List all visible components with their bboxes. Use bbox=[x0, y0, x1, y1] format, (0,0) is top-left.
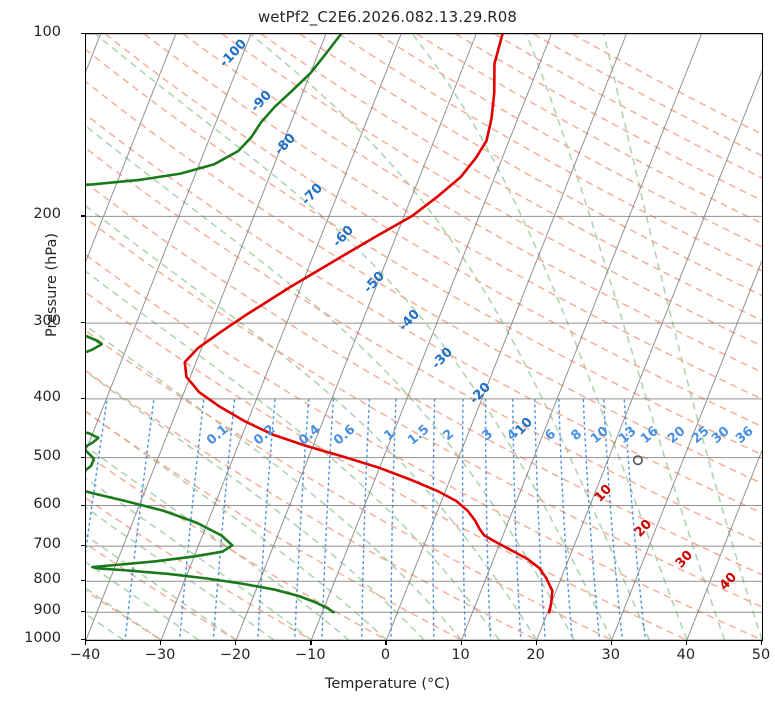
dewpoint-curve bbox=[86, 34, 343, 614]
x-tick-label: −30 bbox=[144, 647, 176, 663]
x-tick-mark bbox=[85, 641, 87, 645]
y-tick-label: 800 bbox=[33, 571, 61, 588]
x-tick-label: 0 bbox=[380, 647, 391, 663]
y-tick-mark bbox=[81, 545, 85, 547]
x-tick-mark bbox=[160, 641, 162, 645]
y-tick-mark bbox=[81, 215, 85, 217]
skewt-plot-svg: -100-90-80-70-60-50-40-30-20-10102030400… bbox=[86, 34, 762, 640]
x-axis-label: Temperature (°C) bbox=[324, 676, 451, 692]
mixing-ratio-label: 3 bbox=[479, 427, 496, 444]
y-tick-label: 900 bbox=[33, 602, 61, 619]
isotherm-label: -60 bbox=[330, 223, 357, 250]
x-tick-label: 10 bbox=[451, 647, 470, 663]
mixing-ratio-label: 1 bbox=[381, 427, 398, 444]
mixing-ratio-label: 36 bbox=[733, 424, 757, 447]
y-tick-label: 300 bbox=[33, 313, 61, 330]
y-tick-mark bbox=[81, 580, 85, 582]
isotherm-label: 10 bbox=[592, 482, 615, 505]
parcel-markers bbox=[632, 455, 643, 466]
isotherm-label: -40 bbox=[396, 307, 423, 334]
mixing-ratio-label: 20 bbox=[665, 424, 689, 447]
x-tick-mark bbox=[685, 641, 688, 645]
y-tick-label: 1000 bbox=[24, 630, 61, 646]
isotherm-label: -100 bbox=[217, 37, 250, 71]
isotherm-label: -50 bbox=[361, 269, 388, 296]
x-tick-label: −10 bbox=[295, 647, 326, 663]
isotherm-label: -70 bbox=[299, 181, 326, 208]
y-tick-mark bbox=[81, 504, 85, 506]
y-tick-mark bbox=[81, 639, 85, 641]
mixing-ratio-label: 16 bbox=[638, 424, 662, 447]
moist-adiabat-lines bbox=[86, 34, 762, 640]
x-tick-label: −20 bbox=[219, 647, 251, 663]
mixing-ratio-label: 2 bbox=[440, 427, 457, 444]
x-tick-label: −40 bbox=[69, 647, 101, 663]
mixing-ratio-label: 0.6 bbox=[331, 422, 358, 448]
mixing-ratio-label: 30 bbox=[709, 424, 733, 447]
x-tick-mark bbox=[385, 641, 387, 645]
y-tick-label: 500 bbox=[33, 447, 61, 464]
x-tick-label: 50 bbox=[751, 647, 771, 663]
x-tick-mark bbox=[310, 641, 312, 645]
x-tick-mark bbox=[761, 641, 763, 645]
mixing-ratio-label: 1.5 bbox=[405, 422, 432, 448]
pressure-gridlines bbox=[86, 34, 762, 640]
y-tick-mark bbox=[81, 456, 85, 458]
plot-area: -100 -90 -80 -70 -60 -50 -40 -30 -20 -10 10 20 30 40 0… bbox=[85, 33, 763, 641]
isotherm-label: -30 bbox=[429, 345, 456, 372]
mixing-ratio-label: 10 bbox=[588, 424, 612, 447]
x-tick-mark bbox=[610, 641, 612, 645]
y-tick-mark bbox=[81, 322, 85, 324]
mixing-ratio-label: 8 bbox=[568, 427, 585, 444]
y-tick-label: 200 bbox=[33, 206, 61, 223]
x-tick-mark bbox=[235, 641, 237, 645]
isotherm-label: 40 bbox=[717, 570, 740, 593]
dry-adiabat-lines bbox=[86, 34, 762, 640]
y-tick-label: 400 bbox=[33, 388, 61, 405]
mixing-ratio-label: 13 bbox=[616, 424, 640, 447]
y-tick-label: 600 bbox=[33, 495, 61, 512]
mixing-ratio-lines bbox=[86, 398, 647, 640]
isotherm-label: -80 bbox=[272, 131, 299, 158]
y-tick-mark bbox=[81, 397, 85, 400]
x-tick-label: 40 bbox=[676, 647, 696, 663]
y-tick-label: 700 bbox=[33, 536, 61, 553]
isotherm-label: 30 bbox=[673, 548, 696, 571]
y-tick-label: 100 bbox=[33, 24, 61, 40]
sounding-curves bbox=[86, 34, 554, 614]
mixing-ratio-label: 0.1 bbox=[204, 422, 231, 448]
isotherm-label: 20 bbox=[632, 517, 655, 540]
lcl-marker bbox=[632, 455, 643, 466]
x-tick-mark bbox=[460, 641, 462, 645]
y-tick-mark bbox=[81, 611, 85, 613]
x-tick-label: 30 bbox=[601, 647, 620, 663]
isotherm-lines bbox=[86, 34, 762, 640]
temperature-curve bbox=[183, 34, 554, 614]
x-tick-mark bbox=[535, 641, 537, 645]
x-tick-label: 20 bbox=[526, 647, 545, 663]
y-tick-mark bbox=[81, 33, 85, 35]
page-title: wetPf2_C2E6.2026.082.13.29.R08 bbox=[257, 8, 518, 26]
inline-labels: -100-90-80-70-60-50-40-30-20-10102030400… bbox=[204, 37, 756, 594]
